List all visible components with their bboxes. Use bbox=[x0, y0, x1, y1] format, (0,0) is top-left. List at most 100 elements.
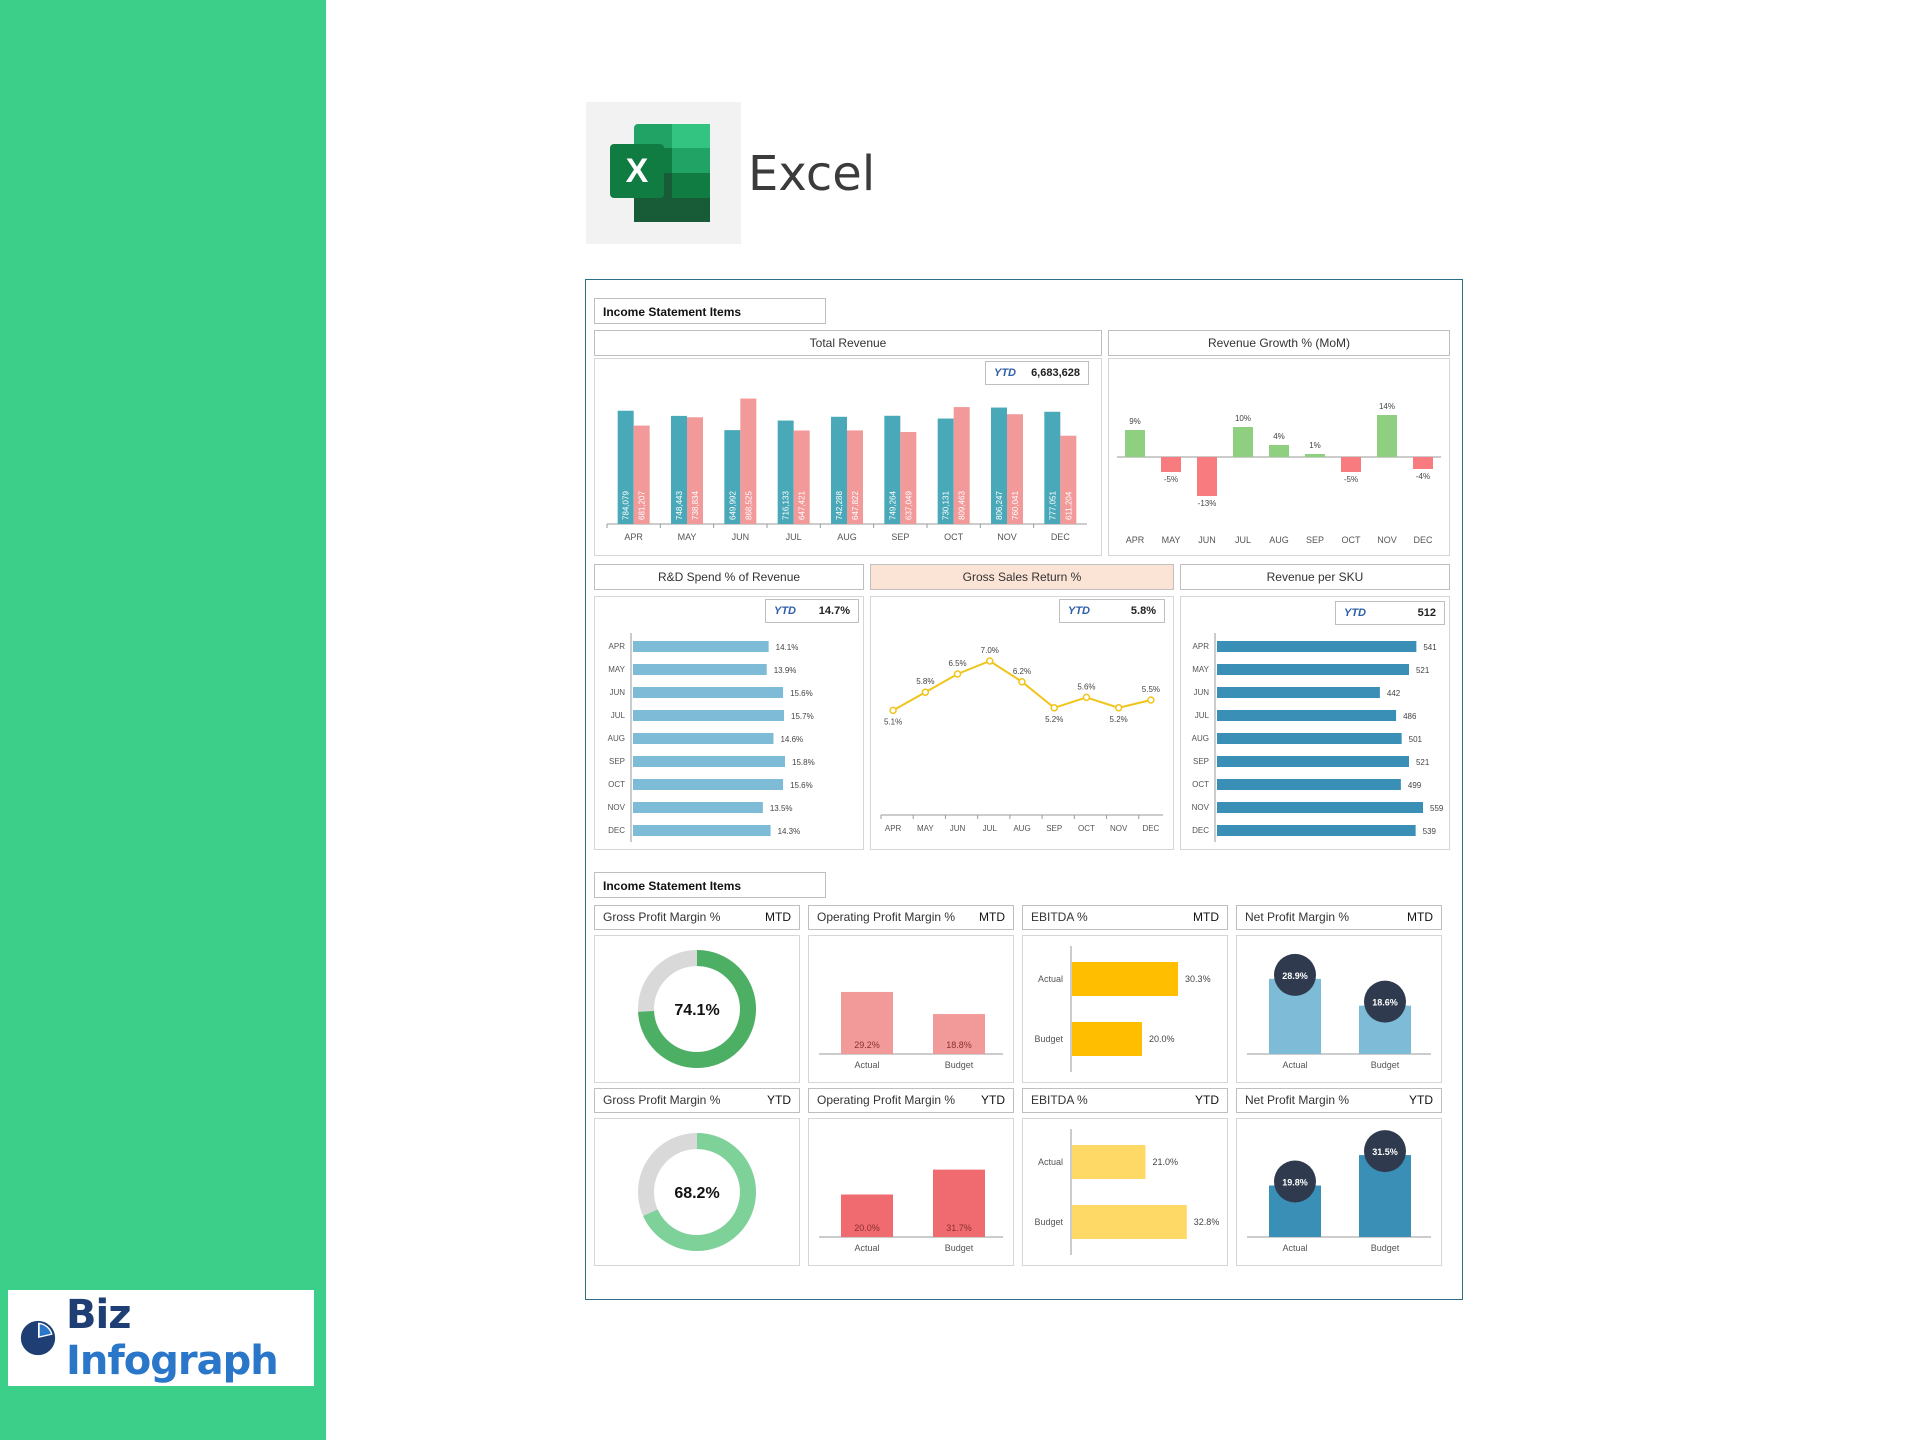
revenue-bar bbox=[953, 407, 970, 524]
gross-sales-return-chart: 5.1% APR 5.8% MAY 6.5% JUN 7.0% JUL 6.2% AUG 5.2% S… bbox=[880, 646, 1163, 833]
hbar bbox=[633, 825, 771, 836]
header-revenue-per-sku: Revenue per SKU bbox=[1180, 564, 1450, 590]
bar-value-label: 559 bbox=[1430, 804, 1444, 813]
point-value-label: 5.5% bbox=[1142, 685, 1160, 694]
kpi-ebitda-mtd: Actual 30.3% Budget 20.0% bbox=[1022, 935, 1228, 1083]
revenue-bar bbox=[793, 430, 810, 524]
bar-value-label: 637,049 bbox=[904, 491, 913, 520]
brand-logo: Biz Infograph bbox=[8, 1290, 314, 1386]
gpm-ytd-donut: 68.2% bbox=[638, 1133, 756, 1251]
point-value-label: 5.8% bbox=[916, 677, 934, 686]
bar-value-label: 868,525 bbox=[744, 491, 753, 520]
bar-value-label: 14.3% bbox=[778, 827, 801, 836]
kpi-npm-mtd-header: Net Profit Margin % MTD bbox=[1236, 905, 1442, 930]
kpi-opm-ytd-header: Operating Profit Margin % YTD bbox=[808, 1088, 1014, 1113]
ytd-revenue-per-sku: YTD 512 bbox=[1335, 601, 1445, 625]
y-tick-label: JUL bbox=[611, 711, 626, 720]
x-tick-label: MAY bbox=[1162, 535, 1181, 545]
y-tick-label: Actual bbox=[1038, 974, 1063, 984]
x-tick-label: NOV bbox=[997, 532, 1017, 542]
value-badge bbox=[1364, 1130, 1406, 1173]
x-tick-label: DEC bbox=[1142, 824, 1159, 833]
header-revenue-growth: Revenue Growth % (MoM) bbox=[1108, 330, 1450, 356]
x-tick-label: Actual bbox=[1282, 1060, 1307, 1070]
growth-bar bbox=[1269, 445, 1289, 457]
kpi-gpm-ytd-header: Gross Profit Margin % YTD bbox=[594, 1088, 800, 1113]
npm-ytd-chart: 19.8% Actual 31.5% Budget bbox=[1247, 1130, 1431, 1253]
bar-value-label: 14.1% bbox=[776, 643, 799, 652]
hbar bbox=[1217, 641, 1417, 652]
x-tick-label: Actual bbox=[854, 1060, 879, 1070]
opm-ytd-chart: 20.0% Actual 31.7% Budget bbox=[819, 1169, 1003, 1253]
y-tick-label: OCT bbox=[608, 780, 625, 789]
kpi-npm-ytd: 19.8% Actual 31.5% Budget bbox=[1236, 1118, 1442, 1266]
y-tick-label: SEP bbox=[1193, 757, 1209, 766]
bar-value-label: 14.6% bbox=[780, 735, 803, 744]
hbar bbox=[633, 641, 769, 652]
x-tick-label: SEP bbox=[1046, 824, 1062, 833]
donut-fill bbox=[638, 950, 756, 1068]
bar-value-label: -13% bbox=[1198, 499, 1217, 508]
kpi-bar bbox=[841, 991, 893, 1054]
brand-name-a: Biz bbox=[66, 1292, 131, 1338]
sidebar bbox=[0, 0, 326, 1440]
section-title-bottom: Income Statement Items bbox=[594, 872, 826, 898]
excel-icon-tile: X bbox=[586, 102, 741, 244]
bar-value-label: 28.9% bbox=[1282, 971, 1308, 981]
y-tick-label: MAY bbox=[608, 665, 625, 674]
kpi-ebitda-ytd: Actual 21.0% Budget 32.8% bbox=[1022, 1118, 1228, 1266]
revenue-bar bbox=[1044, 411, 1061, 524]
kpi-period: MTD bbox=[765, 910, 791, 924]
x-tick-label: Budget bbox=[1371, 1060, 1400, 1070]
kpi-gpm-ytd: 68.2% bbox=[594, 1118, 800, 1266]
kpi-npm-mtd: 28.9% Actual 18.6% Budget bbox=[1236, 935, 1442, 1083]
x-tick-label: AUG bbox=[1013, 824, 1030, 833]
x-tick-label: APR bbox=[1126, 535, 1145, 545]
bar-value-label: 784,079 bbox=[622, 491, 631, 520]
bar-value-label: 18.8% bbox=[946, 1040, 972, 1050]
growth-bar bbox=[1341, 457, 1361, 472]
ytd-total-revenue-value: 6,683,628 bbox=[1031, 367, 1080, 379]
kpi-name: Net Profit Margin % bbox=[1245, 1093, 1350, 1107]
bar-value-label: 611,204 bbox=[1064, 491, 1073, 520]
revenue-bar bbox=[671, 415, 687, 524]
x-tick-label: OCT bbox=[944, 532, 964, 542]
x-tick-label: JUL bbox=[1235, 535, 1251, 545]
bar-value-label: 4% bbox=[1273, 432, 1285, 441]
line-point bbox=[921, 688, 930, 696]
growth-bar bbox=[1413, 457, 1433, 469]
bar-value-label: 20.0% bbox=[1149, 1034, 1175, 1044]
value-badge bbox=[1274, 1160, 1316, 1203]
line-point bbox=[1114, 704, 1123, 712]
x-tick-label: DEC bbox=[1413, 535, 1433, 545]
point-value-label: 5.2% bbox=[1110, 715, 1128, 724]
revenue-bar bbox=[831, 416, 847, 524]
y-tick-label: DEC bbox=[608, 826, 625, 835]
x-tick-label: JUN bbox=[732, 532, 750, 542]
bar-value-label: 730,131 bbox=[942, 491, 951, 520]
y-tick-label: OCT bbox=[1192, 780, 1209, 789]
hbar bbox=[633, 710, 785, 721]
kpi-period: YTD bbox=[1195, 1093, 1219, 1107]
x-tick-label: Budget bbox=[945, 1060, 974, 1070]
line-point bbox=[1082, 693, 1091, 702]
bar-value-label: 29.2% bbox=[854, 1040, 880, 1050]
hbar bbox=[1217, 802, 1423, 813]
kpi-ebitda-mtd-header: EBITDA % MTD bbox=[1022, 905, 1228, 930]
kpi-name: Gross Profit Margin % bbox=[603, 910, 721, 924]
line-point bbox=[1050, 704, 1058, 712]
donut-value-label: 68.2% bbox=[674, 1185, 719, 1202]
bar-value-label: 20.0% bbox=[854, 1223, 880, 1233]
revenue-bar bbox=[884, 415, 901, 524]
point-value-label: 6.5% bbox=[948, 659, 966, 668]
header-gross-sales-return: Gross Sales Return % bbox=[870, 564, 1174, 590]
bar-value-label: 749,264 bbox=[888, 491, 897, 520]
panel-revenue-per-sku: YTD 512 APR 541 MAY 521 JUN 442 JUL 486 AUG 501 SEP… bbox=[1180, 596, 1450, 850]
ytd-rd-spend: YTD 14.7% bbox=[765, 599, 859, 623]
kpi-period: MTD bbox=[1407, 910, 1433, 924]
bar-value-label: 15.6% bbox=[790, 689, 813, 698]
bar-value-label: 31.5% bbox=[1372, 1147, 1398, 1157]
bar-value-label: 777,051 bbox=[1048, 491, 1057, 520]
ytd-label: YTD bbox=[774, 605, 796, 617]
revenue-bar bbox=[900, 431, 917, 524]
